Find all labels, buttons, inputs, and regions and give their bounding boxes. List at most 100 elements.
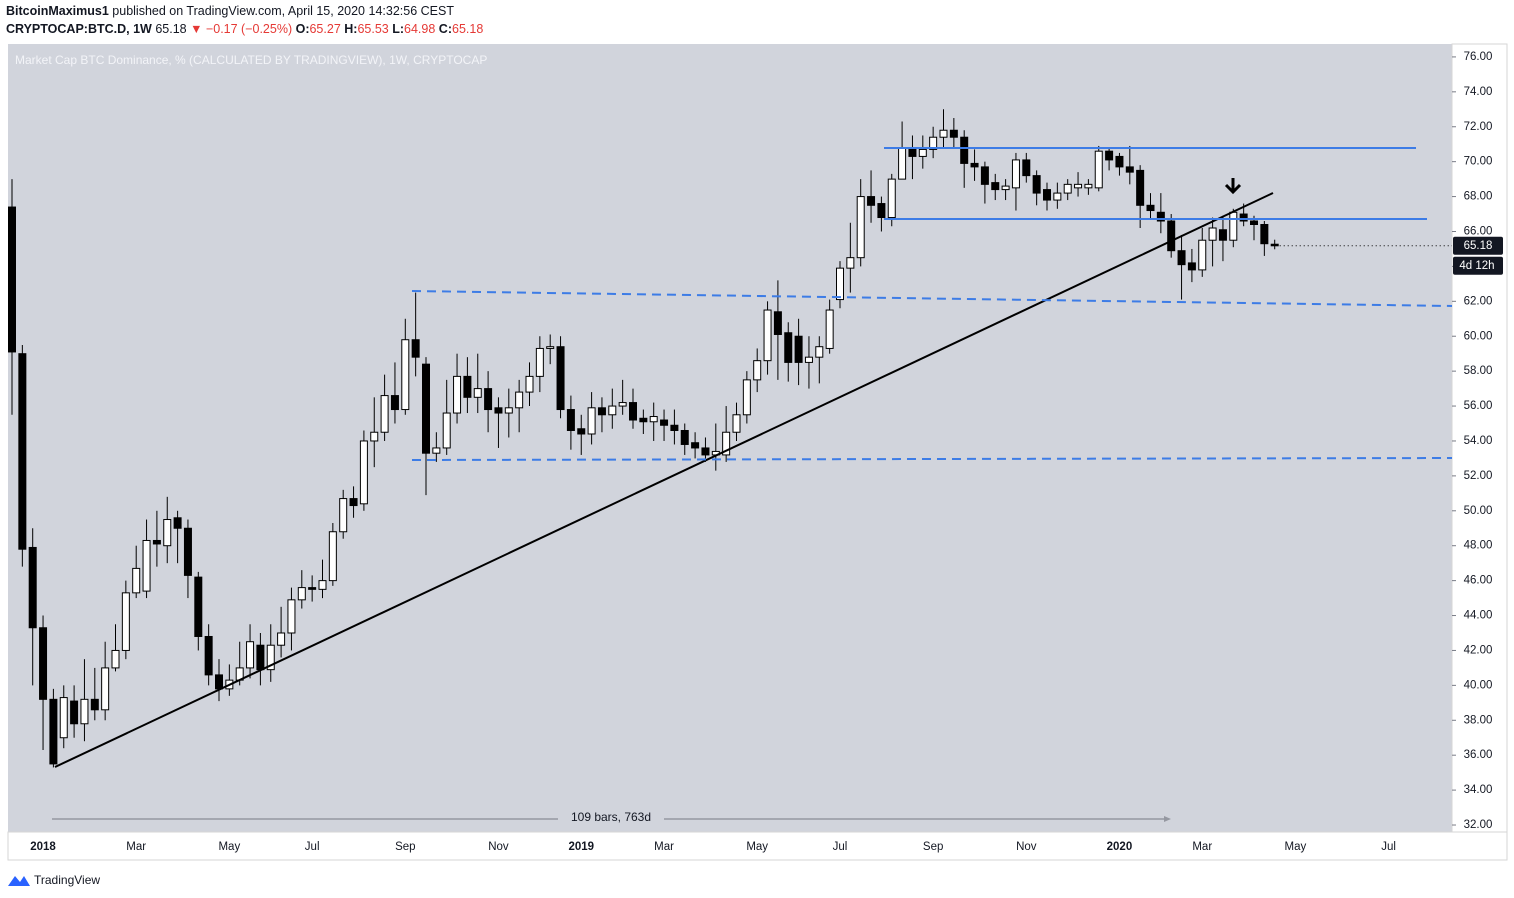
candle-body bbox=[463, 375, 472, 398]
y-tick-label: 44.00 bbox=[1464, 610, 1493, 622]
candle-body bbox=[929, 136, 938, 150]
candle-body bbox=[898, 147, 907, 180]
y-tick-label: 68.00 bbox=[1464, 191, 1493, 203]
candle-body bbox=[1218, 229, 1227, 241]
x-tick-label: Nov bbox=[1016, 841, 1037, 853]
candle-body bbox=[504, 407, 513, 414]
measure-label-bg bbox=[558, 810, 664, 826]
candle-body bbox=[660, 419, 669, 426]
candle-body bbox=[401, 339, 410, 411]
x-tick-label: 2018 bbox=[30, 841, 56, 853]
candle-body bbox=[132, 567, 141, 594]
candle-body bbox=[1074, 183, 1083, 189]
candle-body bbox=[639, 417, 648, 423]
candle-body bbox=[1032, 175, 1041, 194]
y-tick-label: 72.00 bbox=[1464, 121, 1493, 133]
candle-body bbox=[80, 698, 89, 725]
candle-body bbox=[287, 599, 296, 634]
x-tick-label: Mar bbox=[126, 841, 146, 853]
candle-body bbox=[308, 587, 317, 590]
candle-body bbox=[991, 182, 1000, 191]
x-tick-label: 2019 bbox=[568, 841, 594, 853]
candle-body bbox=[28, 546, 37, 629]
candle-body bbox=[856, 196, 865, 259]
candle-body bbox=[970, 162, 979, 168]
y-tick-label: 76.00 bbox=[1464, 51, 1493, 63]
trendline bbox=[54, 192, 1274, 768]
change: ▼ −0.17 (−0.25%) bbox=[190, 22, 292, 36]
ohlc-label: H: bbox=[344, 22, 357, 36]
x-tick-label: Jul bbox=[305, 841, 320, 853]
candle-body bbox=[328, 531, 337, 582]
x-tick-label: Jul bbox=[1381, 841, 1396, 853]
candle-body bbox=[691, 442, 700, 449]
candle-body bbox=[1239, 213, 1248, 222]
logo bbox=[8, 876, 30, 886]
candle-body bbox=[918, 148, 927, 157]
candle-body bbox=[701, 447, 710, 456]
candle-body bbox=[608, 405, 617, 416]
candle-body bbox=[556, 346, 565, 411]
candle-body bbox=[70, 700, 79, 725]
series-legend: Market Cap BTC Dominance, % (CALCULATED … bbox=[15, 53, 487, 67]
y-tick-label: 56.00 bbox=[1464, 400, 1493, 412]
x-tick-label: Nov bbox=[488, 841, 509, 853]
candle-body bbox=[1167, 220, 1176, 252]
candle-body bbox=[1125, 166, 1134, 173]
candle-body bbox=[980, 166, 989, 185]
candle-body bbox=[867, 196, 876, 206]
candle-body bbox=[597, 407, 606, 416]
candle-body bbox=[370, 431, 379, 442]
candle-body bbox=[1001, 185, 1010, 191]
candle-body bbox=[494, 407, 503, 414]
candle-body bbox=[846, 257, 855, 269]
candle-body bbox=[152, 539, 161, 545]
candle-body bbox=[1115, 155, 1124, 168]
candle-body bbox=[535, 347, 544, 377]
y-tick-label: 66.00 bbox=[1464, 226, 1493, 238]
x-tick-label: Sep bbox=[923, 841, 943, 853]
y-tick-label: 74.00 bbox=[1464, 86, 1493, 98]
dashed-line bbox=[411, 290, 1453, 307]
dashed-line bbox=[411, 457, 1453, 461]
candle-body bbox=[1198, 239, 1207, 271]
candle-body bbox=[1270, 243, 1279, 247]
candle-body bbox=[732, 414, 741, 433]
candle-body bbox=[90, 698, 99, 711]
symbol: CRYPTOCAP:BTC.D, 1W bbox=[6, 22, 152, 36]
y-tick-label: 32.00 bbox=[1464, 819, 1493, 831]
last-price-box bbox=[1453, 236, 1503, 255]
candle-body bbox=[380, 395, 389, 433]
candle-body bbox=[453, 375, 462, 414]
candle-body bbox=[1187, 262, 1196, 271]
y-tick-label: 70.00 bbox=[1464, 156, 1493, 168]
candle-body bbox=[359, 440, 368, 505]
candle-body bbox=[618, 402, 627, 407]
candle-body bbox=[763, 309, 772, 362]
candle-body bbox=[722, 431, 731, 456]
y-tick-label: 52.00 bbox=[1464, 470, 1493, 482]
candle-body bbox=[318, 580, 327, 590]
x-tick-label: May bbox=[746, 841, 768, 853]
candle-body bbox=[836, 267, 844, 301]
candle-body bbox=[1105, 150, 1114, 161]
x-tick-label: Sep bbox=[395, 841, 415, 853]
candle-body bbox=[121, 592, 130, 651]
symbol-line: CRYPTOCAP:BTC.D, 1W 65.18 ▼ −0.17 (−0.25… bbox=[6, 22, 483, 36]
y-tick-label: 48.00 bbox=[1464, 540, 1493, 552]
candle-body bbox=[1146, 204, 1155, 212]
x-tick-label: 2020 bbox=[1107, 841, 1133, 853]
candle-body bbox=[1063, 183, 1072, 194]
candle-body bbox=[1229, 211, 1238, 241]
candle-body bbox=[1043, 189, 1051, 201]
candle-body bbox=[515, 391, 524, 409]
candle-body bbox=[877, 203, 886, 219]
candle-body bbox=[1084, 183, 1093, 189]
candle-body bbox=[566, 409, 575, 431]
candle-body bbox=[794, 335, 803, 363]
countdown-box bbox=[1453, 256, 1503, 275]
candle-body bbox=[183, 527, 192, 576]
measure-label: 109 bars, 763d bbox=[571, 810, 651, 824]
ohlc-value: 65.53 bbox=[357, 22, 388, 36]
